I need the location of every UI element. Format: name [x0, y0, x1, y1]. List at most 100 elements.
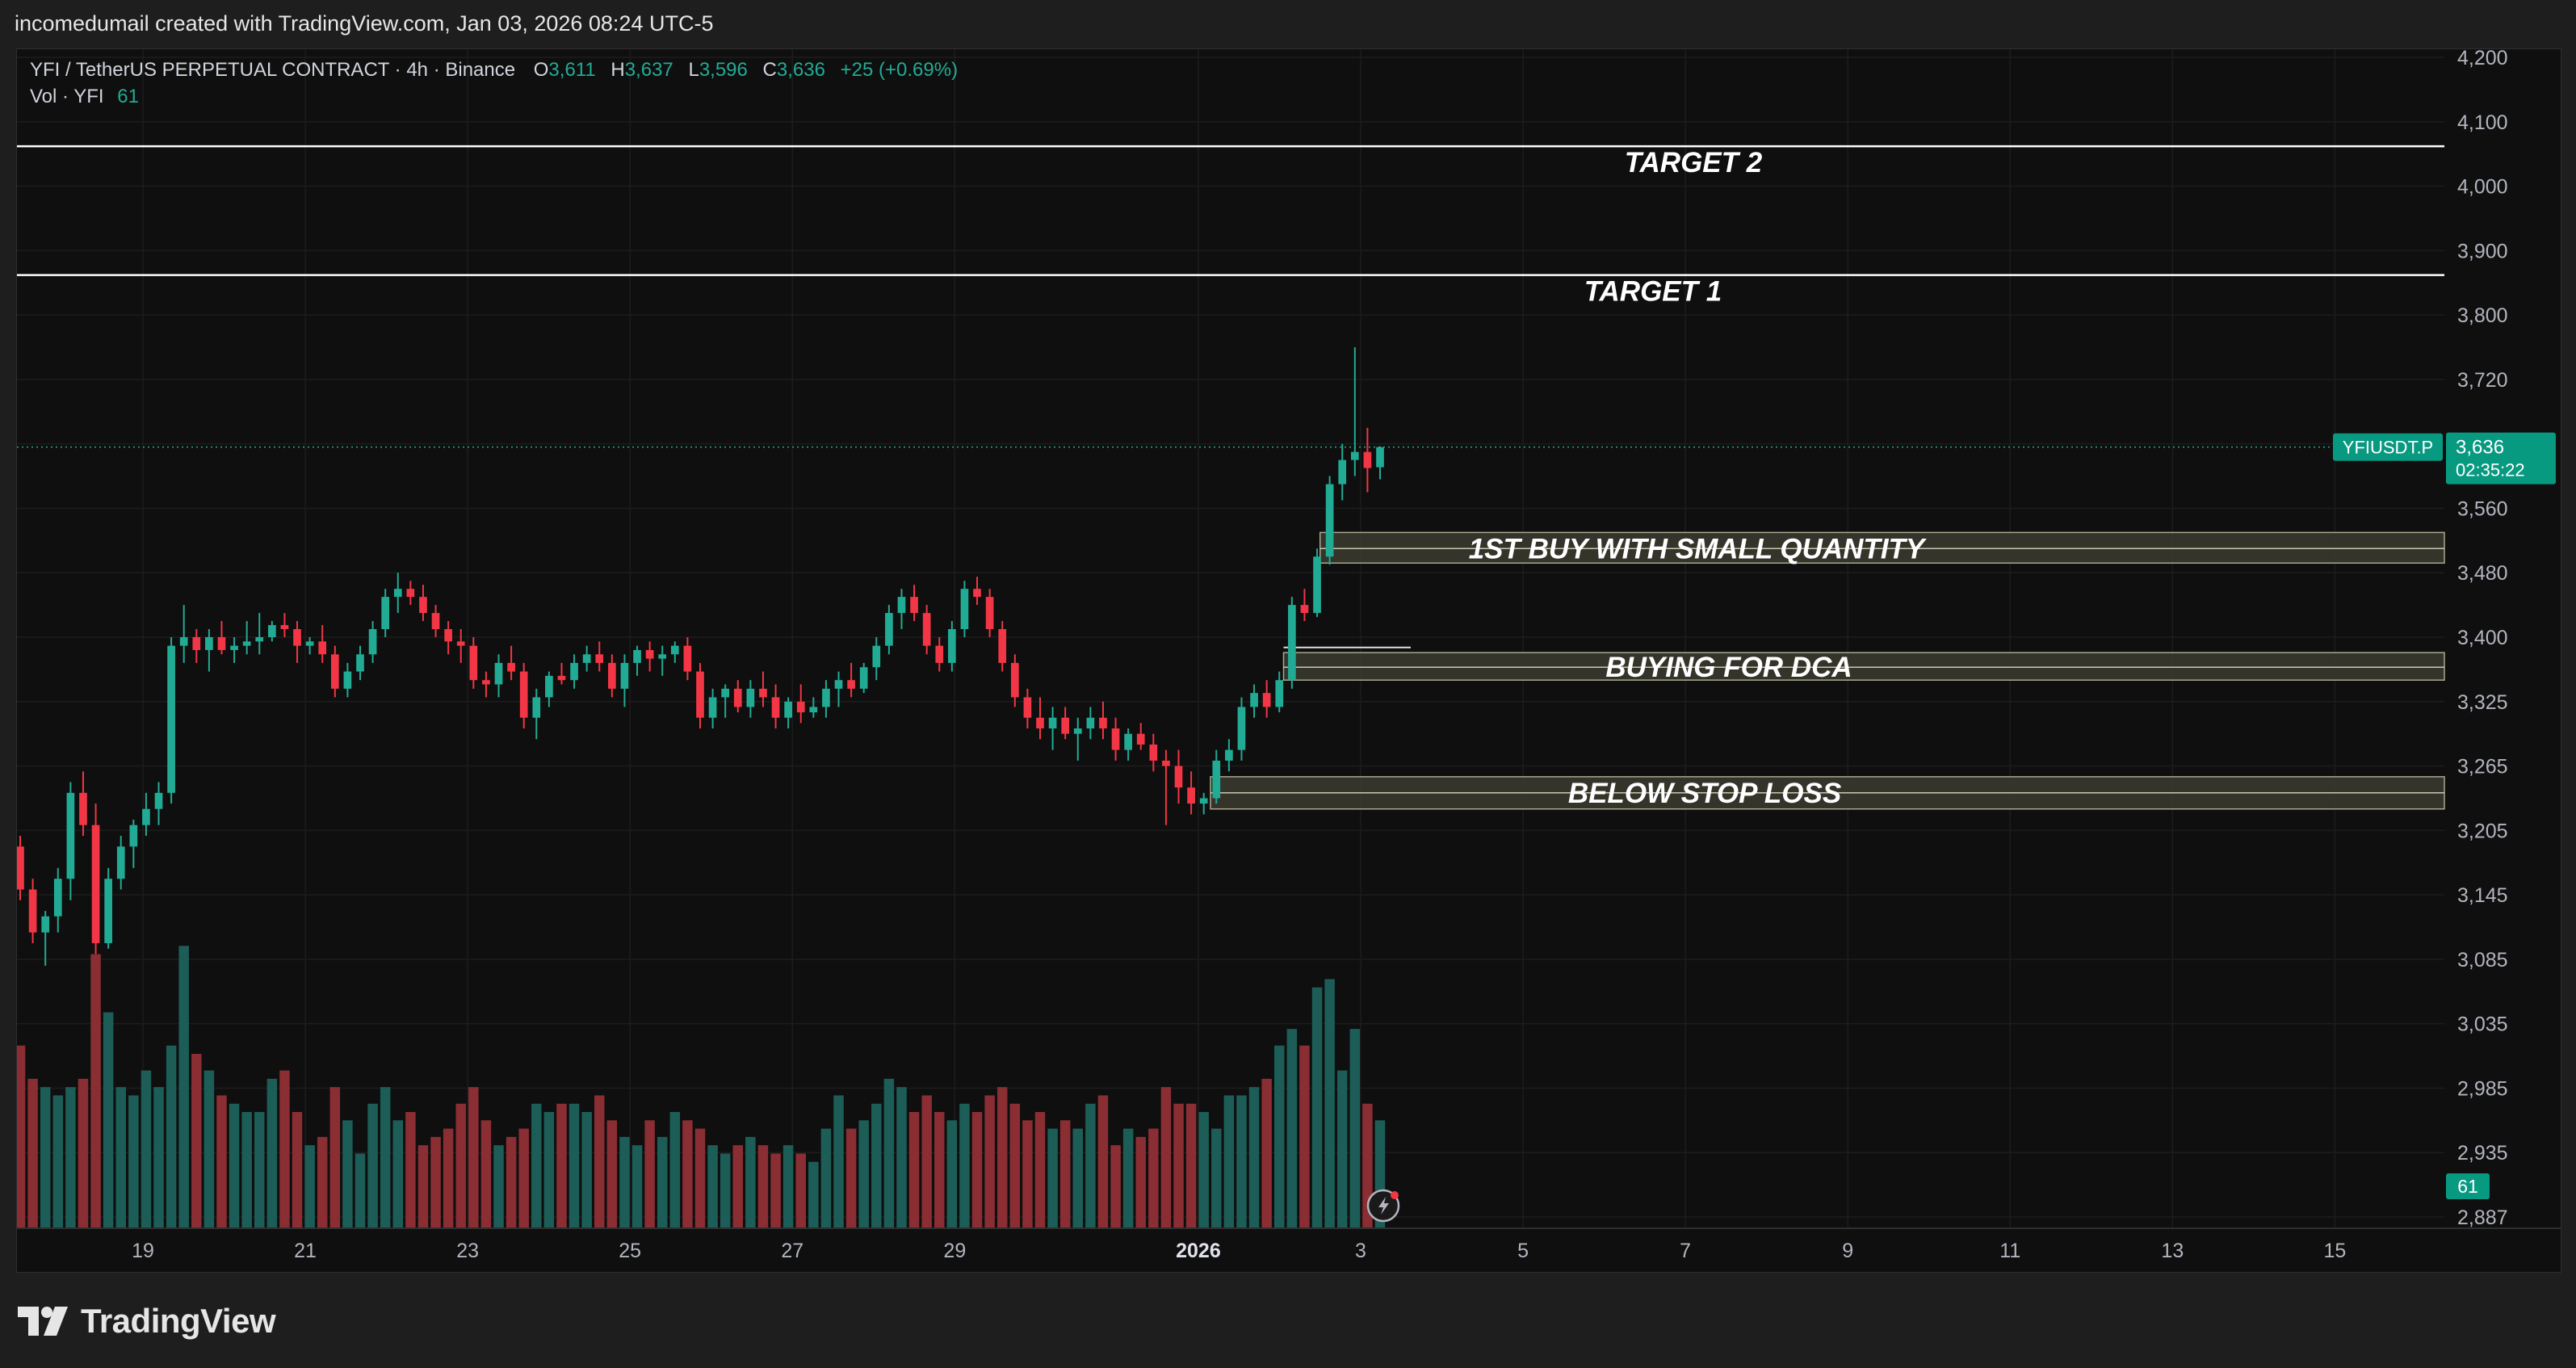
volume-bar: [1223, 1095, 1235, 1228]
candle-body: [230, 645, 238, 650]
time-tick-label: 15: [2323, 1240, 2346, 1262]
candle-body: [1250, 693, 1258, 707]
volume-bar: [795, 1153, 806, 1228]
volume-bar: [392, 1120, 404, 1228]
chart-frame[interactable]: 1ST BUY WITH SMALL QUANTITY BUYING FOR DC…: [16, 48, 2561, 1273]
volume-bar: [1324, 979, 1335, 1228]
price-tag-price: 3,636: [2456, 437, 2504, 459]
volume-bar: [65, 1087, 76, 1228]
candle-body: [1199, 798, 1208, 804]
volume-bar: [921, 1095, 932, 1228]
price-tick-label: 3,400: [2457, 627, 2508, 649]
candle-body: [1187, 787, 1195, 804]
candle-body: [1376, 447, 1384, 468]
candle-body: [1212, 760, 1221, 799]
volume-bar: [128, 1095, 139, 1228]
time-tick-label: 23: [456, 1240, 479, 1262]
candle-body: [1237, 707, 1246, 750]
price-tag-countdown: 02:35:22: [2456, 460, 2525, 480]
candle-body: [381, 597, 390, 630]
time-tick-label: 9: [1842, 1240, 1853, 1262]
volume-bar: [141, 1070, 152, 1228]
candle-body: [1111, 728, 1120, 750]
lightning-bolt-glyph: [1378, 1197, 1389, 1215]
candle-body: [834, 680, 843, 689]
volume-bar: [1261, 1078, 1272, 1228]
candle-body: [1275, 680, 1284, 707]
volume-bar: [329, 1087, 341, 1228]
time-axis[interactable]: 19 21 23 25 27 29 2026 3 5 7 9 11 13 15: [132, 1240, 2346, 1262]
candle-body: [771, 697, 780, 718]
candle-body: [872, 645, 881, 668]
legend-low-label: L: [688, 59, 699, 81]
price-tick-label: 4,200: [2457, 49, 2508, 69]
candle-body: [620, 662, 629, 689]
volume-bar: [858, 1120, 869, 1228]
candle-body: [645, 649, 654, 659]
volume-bar: [1286, 1029, 1298, 1228]
candle-body: [494, 662, 503, 685]
volume-bar: [103, 1012, 114, 1228]
candle-body: [746, 688, 755, 707]
time-tick-label: 27: [781, 1240, 803, 1262]
price-axis[interactable]: 4,2004,1004,0003,9003,8003,7203,6403,560…: [2457, 49, 2508, 1229]
volume-bar: [468, 1087, 479, 1228]
price-tag-bg: [2446, 432, 2556, 485]
price-tick-label: 3,560: [2457, 497, 2508, 520]
volume-bar: [808, 1161, 819, 1228]
candle-body: [658, 654, 667, 659]
candle-body: [53, 879, 62, 917]
candle-body: [255, 637, 264, 642]
candle-body: [633, 649, 641, 663]
volume-bar: [1236, 1095, 1247, 1228]
candle-body: [17, 846, 24, 890]
volume-bar: [1059, 1120, 1071, 1228]
legend-volume-label: Vol · YFI: [30, 86, 104, 107]
candle-body: [142, 808, 150, 825]
candle-body: [393, 589, 402, 598]
target-label: TARGET 2: [1625, 147, 1763, 178]
price-tick-label: 3,325: [2457, 691, 2508, 714]
volume-bar: [355, 1153, 366, 1228]
target-label: TARGET 1: [1584, 276, 1722, 308]
alert-dot-icon: [1391, 1191, 1399, 1199]
time-tick-label: 29: [943, 1240, 966, 1262]
replay-button[interactable]: [1366, 1189, 1400, 1223]
legend-high-label: H: [610, 59, 624, 81]
volume-bar: [405, 1112, 416, 1228]
candle-body: [582, 654, 591, 663]
candle-body: [998, 629, 1007, 663]
volume-bar: [1198, 1112, 1209, 1228]
price-tick-label: 3,035: [2457, 1013, 2508, 1036]
tradingview-logo[interactable]: TradingView: [18, 1301, 276, 1341]
volume-bar: [1009, 1103, 1021, 1228]
zone-label: BELOW STOP LOSS: [1568, 778, 1841, 809]
candle-body: [1338, 459, 1347, 485]
volume-bar: [745, 1136, 756, 1228]
candle-body: [1162, 760, 1170, 766]
legend-change: +25 (+0.69%): [841, 59, 958, 81]
volume-bar: [682, 1120, 693, 1228]
candle-body: [129, 825, 138, 847]
legend-volume: 61: [117, 86, 139, 107]
candle-body: [66, 792, 75, 879]
candle-body: [217, 637, 226, 650]
volume-bars: [17, 946, 1386, 1228]
chart-grid: [17, 49, 2444, 1228]
price-chart[interactable]: 1ST BUY WITH SMALL QUANTITY BUYING FOR DC…: [17, 49, 2561, 1272]
volume-bar: [493, 1145, 504, 1228]
volume-bar: [833, 1095, 844, 1228]
candle-body: [507, 662, 515, 672]
volume-bar: [871, 1103, 882, 1228]
volume-bar: [254, 1112, 265, 1228]
price-zones: [1210, 531, 2445, 810]
volume-bar: [896, 1087, 907, 1228]
time-tick-label: 13: [2161, 1240, 2184, 1262]
volume-tag: 61: [2446, 1173, 2490, 1199]
price-tick-label: 2,985: [2457, 1077, 2508, 1100]
volume-bar: [644, 1120, 655, 1228]
volume-bar: [782, 1145, 794, 1228]
candle-body: [205, 637, 213, 650]
zone-label: 1ST BUY WITH SMALL QUANTITY: [1469, 533, 1927, 564]
candle-body: [1350, 451, 1359, 460]
